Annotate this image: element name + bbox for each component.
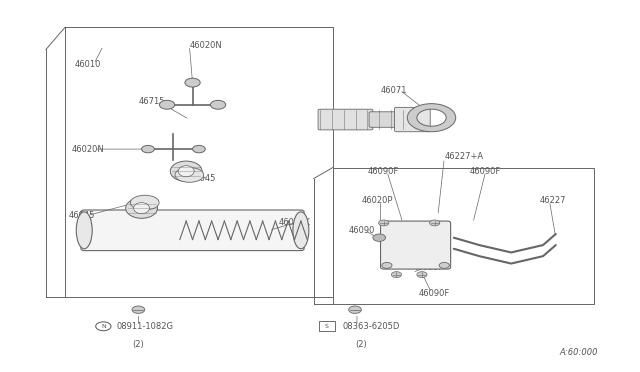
Circle shape <box>429 220 440 226</box>
Ellipse shape <box>178 166 194 177</box>
Circle shape <box>141 145 154 153</box>
FancyBboxPatch shape <box>394 108 430 132</box>
FancyBboxPatch shape <box>369 112 398 127</box>
Ellipse shape <box>125 198 157 218</box>
Text: A:60:000: A:60:000 <box>559 348 598 357</box>
Circle shape <box>373 234 386 241</box>
Text: (2): (2) <box>356 340 367 349</box>
Text: 46020N: 46020N <box>72 145 104 154</box>
Text: 46090F: 46090F <box>368 167 399 176</box>
Text: 46020N: 46020N <box>189 41 222 50</box>
Text: N: N <box>101 324 106 329</box>
FancyBboxPatch shape <box>381 221 451 269</box>
Text: 46045: 46045 <box>189 174 216 183</box>
Wedge shape <box>407 104 456 132</box>
Circle shape <box>392 272 401 278</box>
Text: 08911-1082G: 08911-1082G <box>116 322 173 331</box>
Text: 46227: 46227 <box>540 196 566 205</box>
Circle shape <box>193 145 205 153</box>
Ellipse shape <box>170 161 202 182</box>
Circle shape <box>349 306 362 313</box>
Circle shape <box>132 306 145 313</box>
Text: 46010: 46010 <box>75 60 101 69</box>
Text: 46071: 46071 <box>381 86 407 94</box>
Circle shape <box>379 220 389 226</box>
Text: 46045: 46045 <box>68 211 95 220</box>
Text: 46020P: 46020P <box>362 196 393 205</box>
Text: 46010K: 46010K <box>278 218 310 227</box>
Text: S: S <box>325 324 329 329</box>
Circle shape <box>382 262 392 268</box>
Text: (2): (2) <box>132 340 144 349</box>
Text: 46090F: 46090F <box>412 263 444 272</box>
Ellipse shape <box>134 203 150 214</box>
Text: 46090: 46090 <box>349 226 375 235</box>
FancyBboxPatch shape <box>81 210 304 251</box>
Circle shape <box>211 100 226 109</box>
Ellipse shape <box>76 212 92 249</box>
Ellipse shape <box>131 195 159 210</box>
Ellipse shape <box>293 212 309 249</box>
Circle shape <box>439 262 449 268</box>
Text: 46715: 46715 <box>138 97 165 106</box>
Text: 46090F: 46090F <box>419 289 450 298</box>
Ellipse shape <box>175 167 204 182</box>
FancyBboxPatch shape <box>318 109 373 130</box>
Circle shape <box>417 272 427 278</box>
Text: 46090F: 46090F <box>470 167 501 176</box>
Circle shape <box>185 78 200 87</box>
Text: 46227+A: 46227+A <box>444 152 483 161</box>
Text: 08363-6205D: 08363-6205D <box>342 322 399 331</box>
Circle shape <box>159 100 175 109</box>
